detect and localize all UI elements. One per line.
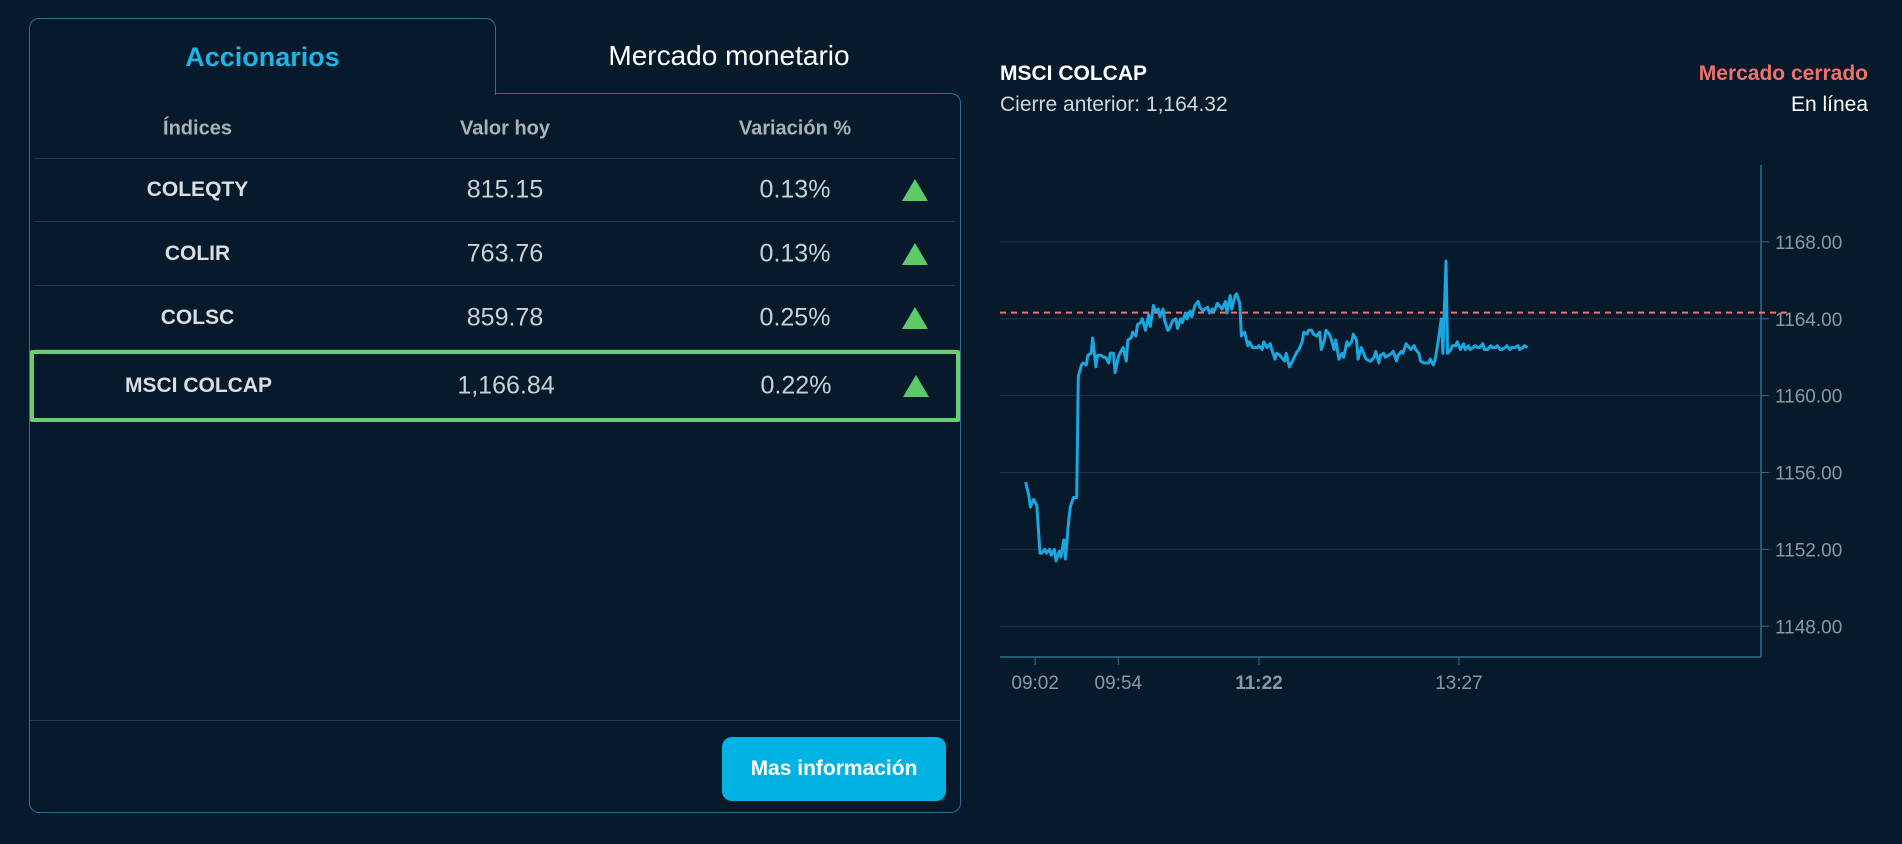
connection-status: En línea — [1790, 93, 1868, 116]
table-row[interactable]: COLIR 763.76 0.13% — [35, 223, 955, 286]
index-name: MSCI COLCAP — [125, 374, 272, 397]
header-indices: Índices — [163, 117, 232, 140]
index-value: 859.78 — [466, 303, 544, 332]
index-value: 763.76 — [466, 239, 544, 268]
previous-close-label: Cierre anterior: — [1000, 93, 1141, 116]
more-info-button[interactable]: Mas información — [722, 737, 946, 801]
index-value: 815.15 — [466, 175, 544, 204]
panel-footer-divider — [30, 720, 960, 721]
x-tick-label: 11:22 — [1235, 673, 1283, 694]
table-row-selected[interactable]: MSCI COLCAP 1,166.84 0.22% — [30, 350, 960, 422]
header-variacion: Variación % — [738, 117, 852, 140]
y-tick-label: 1156.00 — [1775, 464, 1842, 485]
y-tick-label: 1152.00 — [1775, 540, 1842, 561]
y-tick-label: 1168.00 — [1775, 233, 1842, 254]
header-valor-hoy: Valor hoy — [459, 117, 551, 140]
index-change: 0.22% — [760, 371, 832, 400]
index-value: 1,166.84 — [457, 371, 555, 400]
tab-accionarios-label: Accionarios — [185, 41, 340, 72]
index-name: COLSC — [160, 306, 235, 329]
trend-up-icon — [880, 243, 950, 265]
index-name: COLEQTY — [146, 178, 249, 201]
table-row[interactable]: COLSC 859.78 0.25% — [35, 287, 955, 350]
trend-up-icon — [880, 307, 950, 329]
chart-title: MSCI COLCAP — [1000, 62, 1147, 85]
x-tick-label: 09:02 — [1011, 673, 1059, 694]
table-header: Índices Valor hoy Variación % — [35, 100, 955, 159]
previous-close-value: 1,164.32 — [1145, 93, 1228, 116]
x-tick-label: 13:27 — [1435, 673, 1483, 694]
y-tick-label: 1148.00 — [1775, 617, 1842, 638]
index-change: 0.13% — [759, 239, 831, 268]
trend-up-icon — [881, 375, 951, 397]
y-tick-label: 1164.00 — [1775, 310, 1842, 331]
y-tick-label: 1160.00 — [1775, 387, 1842, 408]
tab-accionarios[interactable]: Accionarios — [29, 18, 496, 95]
tab-mercado-monetario-label: Mercado monetario — [608, 39, 850, 71]
tab-mercado-monetario[interactable]: Mercado monetario — [498, 18, 960, 93]
x-tick-label: 09:54 — [1095, 673, 1143, 694]
index-change: 0.25% — [759, 303, 831, 332]
market-status: Mercado cerrado — [1698, 62, 1868, 85]
index-name: COLIR — [164, 242, 231, 265]
index-change: 0.13% — [759, 175, 831, 204]
previous-close: Cierre anterior: 1,164.32 — [1000, 93, 1228, 117]
trend-up-icon — [880, 179, 950, 201]
price-series-line — [1024, 259, 1529, 563]
table-row[interactable]: COLEQTY 815.15 0.13% — [35, 159, 955, 222]
